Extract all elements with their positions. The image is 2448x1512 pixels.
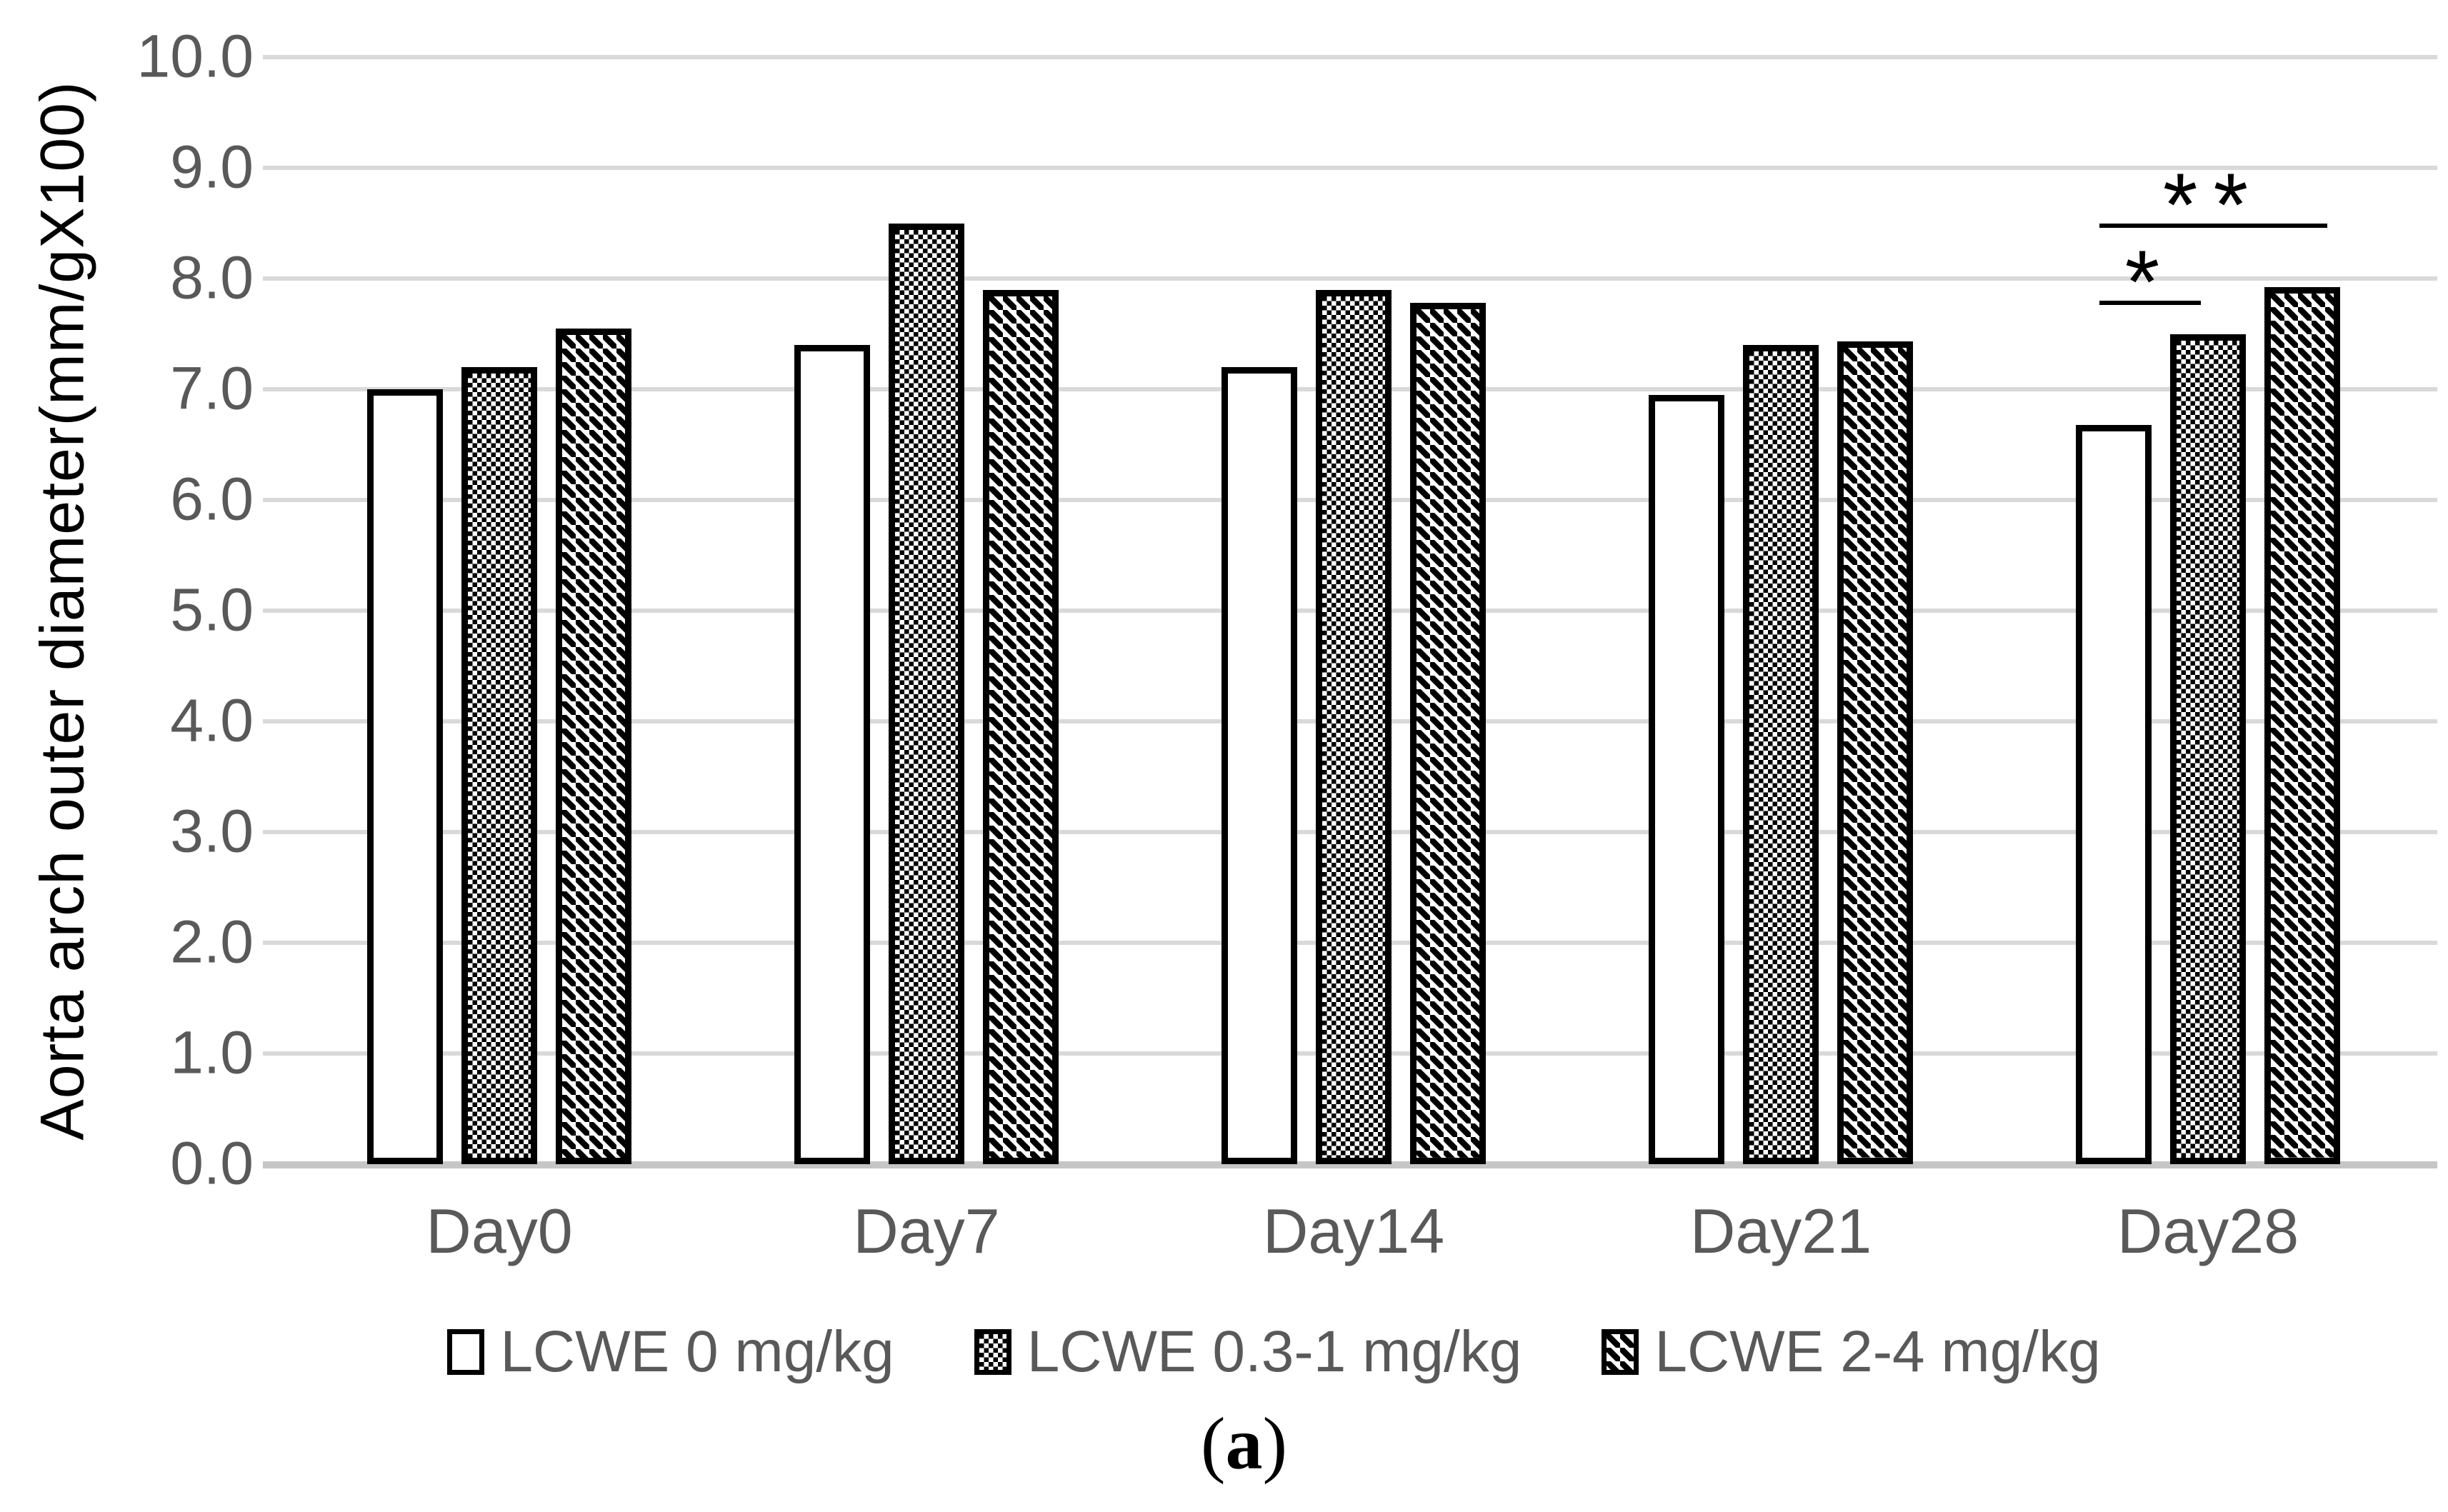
legend-item-plain-white: LCWE 0 mg/kg (447, 1323, 894, 1381)
significance-line-double-star (2099, 223, 2327, 228)
bar-day14-plain-white (1221, 367, 1297, 1164)
diagonal-hatch-fill (989, 296, 1052, 1158)
bar-day14-diagonal-hatch (1410, 303, 1486, 1164)
y-tick-label-1.0: 1.0 (170, 1018, 254, 1086)
caption-open-paren: ( (1200, 1403, 1226, 1485)
checker-fill (1322, 296, 1385, 1158)
checker-fill (2177, 340, 2239, 1158)
legend-swatch-plain-white (447, 1329, 485, 1375)
diagonal-hatch-fill (562, 334, 625, 1158)
gridline-9.0 (263, 166, 2437, 170)
legend-item-checker: LCWE 0.3-1 mg/kg (974, 1323, 1522, 1381)
diagonal-hatch-fill (1844, 348, 1907, 1158)
y-tick-label-5.0: 5.0 (170, 576, 254, 644)
y-tick-label-0.0: 0.0 (170, 1129, 254, 1197)
legend: LCWE 0 mg/kg LCWE 0.3-1 mg/kg LCWE 2-4 mg/… (50, 1323, 2448, 1381)
legend-label-diagonal-hatch: LCWE 2-4 mg/kg (1654, 1319, 2101, 1384)
y-tick-label-2.0: 2.0 (170, 908, 254, 976)
bar-day28-diagonal-hatch (2264, 287, 2340, 1164)
diagonal-hatch-fill (2271, 294, 2334, 1158)
y-tick-label-7.0: 7.0 (170, 354, 254, 422)
x-label-day7: Day7 (853, 1196, 1000, 1266)
checker-fill (1749, 351, 1812, 1158)
y-tick-label-10.0: 10.0 (136, 22, 254, 90)
bar-day0-checker (461, 367, 537, 1164)
caption-close-paren: ) (1262, 1403, 1288, 1485)
legend-label-plain-white: LCWE 0 mg/kg (500, 1319, 894, 1384)
significance-line-single-star (2099, 301, 2201, 305)
checker-fill (895, 229, 958, 1158)
y-tick-label-9.0: 9.0 (170, 133, 254, 201)
legend-swatch-checker (974, 1329, 1011, 1375)
checker-fill (468, 374, 531, 1158)
diagonal-hatch-fill (1607, 1334, 1634, 1370)
x-label-day0: Day0 (426, 1196, 573, 1266)
legend-label-checker: LCWE 0.3-1 mg/kg (1026, 1319, 1522, 1384)
y-tick-label-8.0: 8.0 (170, 244, 254, 311)
significance-star-double-star: ** (2162, 155, 2264, 255)
significance-star-single-star: * (2124, 233, 2176, 332)
bar-day21-checker (1743, 345, 1819, 1164)
bar-day21-diagonal-hatch (1837, 341, 1913, 1164)
diagonal-hatch-fill (1417, 309, 1479, 1158)
figure-caption: (a) (20, 1401, 2448, 1486)
y-tick-label-4.0: 4.0 (170, 686, 254, 754)
bar-day14-checker (1316, 289, 1392, 1164)
caption-letter: a (1225, 1403, 1263, 1485)
legend-swatch-diagonal-hatch (1602, 1329, 1639, 1375)
x-axis-line (263, 1161, 2437, 1168)
gridline-10.0 (263, 55, 2437, 59)
bar-day7-plain-white (794, 345, 870, 1164)
x-label-day14: Day14 (1262, 1196, 1445, 1266)
bar-day7-checker (889, 223, 964, 1164)
bar-day21-plain-white (1649, 394, 1724, 1164)
bar-day0-diagonal-hatch (556, 328, 631, 1164)
x-label-day21: Day21 (1689, 1196, 1872, 1266)
bar-day0-plain-white (367, 389, 443, 1164)
x-label-day28: Day28 (2117, 1196, 2299, 1266)
bar-day28-checker (2170, 334, 2246, 1164)
legend-item-diagonal-hatch: LCWE 2-4 mg/kg (1602, 1319, 2101, 1384)
bar-day28-plain-white (2076, 424, 2152, 1164)
checker-fill (979, 1334, 1006, 1370)
gridline-8.0 (263, 276, 2437, 281)
y-tick-label-3.0: 3.0 (170, 797, 254, 865)
bar-day7-diagonal-hatch (983, 289, 1059, 1164)
y-tick-label-6.0: 6.0 (170, 465, 254, 533)
